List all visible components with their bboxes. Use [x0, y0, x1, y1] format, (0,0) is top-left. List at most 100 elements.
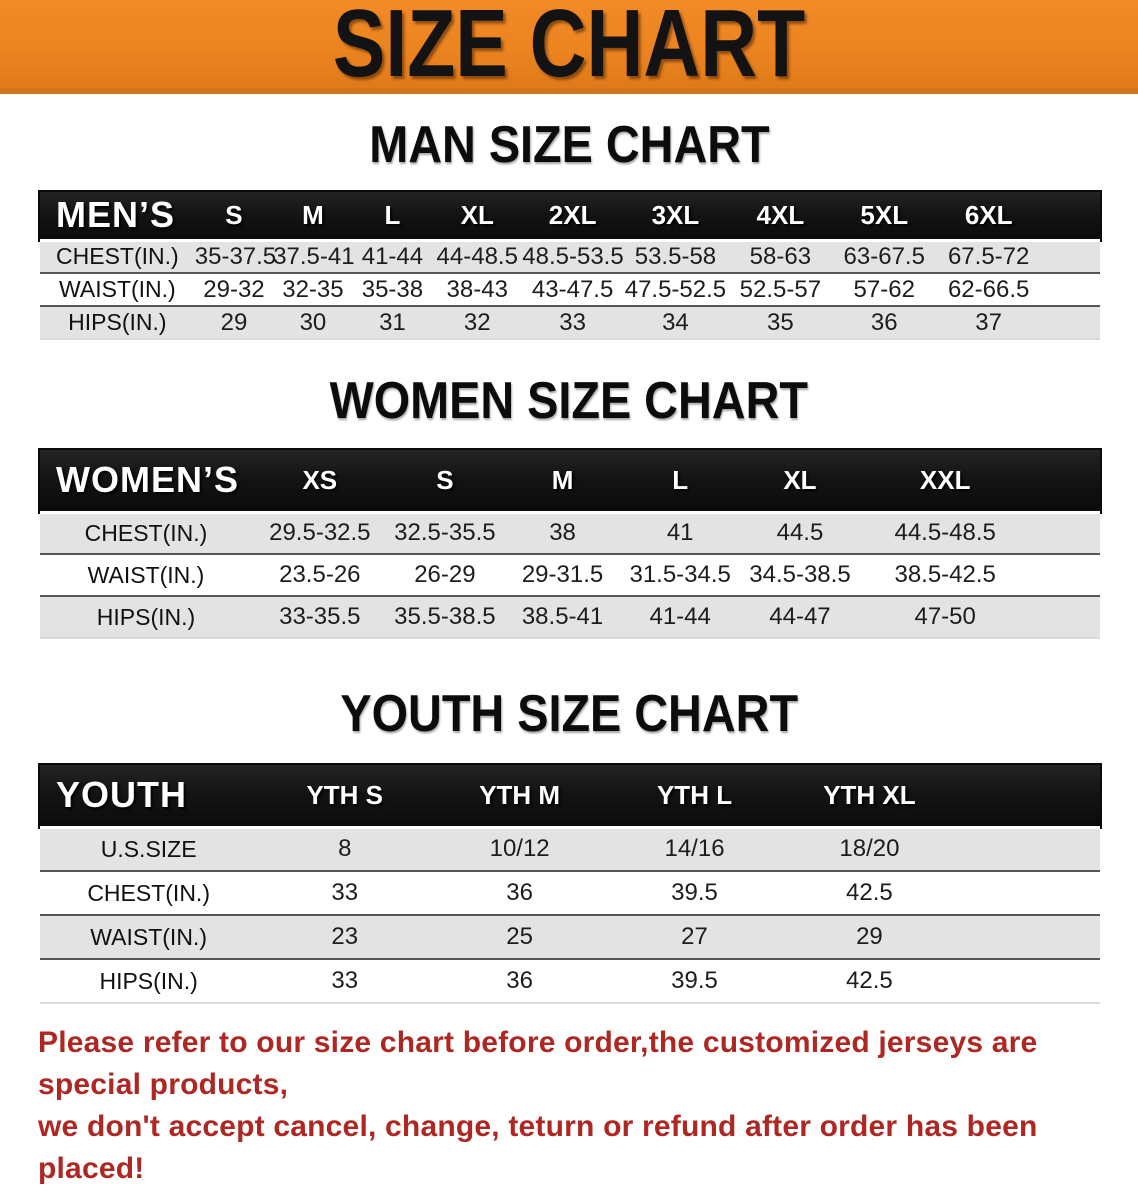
size-value: 34.5-38.5	[737, 553, 863, 596]
size-value: 39.5	[607, 958, 782, 1004]
table-row: CHEST(IN.) 35-37.5 37.5-41 41-44 44-48.5 48.5…	[40, 240, 1100, 273]
size-value: 39.5	[607, 870, 782, 915]
size-column-header: S	[194, 192, 274, 242]
row-spacer	[956, 958, 1100, 1004]
size-value: 62-66.5	[935, 272, 1042, 306]
measure-label: WAIST(IN.)	[40, 914, 258, 959]
measure-label: HIPS(IN.)	[40, 595, 252, 639]
size-column-header: YTH XL	[781, 765, 957, 829]
size-column-header: 4XL	[727, 192, 833, 242]
size-column-header: 3XL	[622, 192, 728, 242]
disclaimer-line-2: we don't accept cancel, change, teturn o…	[38, 1110, 1038, 1185]
row-spacer	[1041, 305, 1100, 340]
size-value: 41	[666, 519, 694, 547]
size-value: 38	[549, 519, 576, 547]
table-header-row: MEN’S S M L XL 2XL 3XL 4XL 5XL 6XL	[40, 192, 1100, 242]
table-row: U.S.SIZE 8 10/12 14/16 18/20	[40, 827, 1100, 871]
youth-section-title: YOUTH SIZE CHART	[0, 688, 1138, 740]
size-column-header: XS	[251, 450, 388, 514]
men-size-table: MEN’S S M L XL 2XL 3XL 4XL 5XL 6XL CHEST(IN.) 35-37…	[40, 192, 1100, 340]
size-value: 37.5-41	[273, 242, 355, 270]
table-header-row: YOUTH YTH S YTH M YTH L YTH XL	[40, 765, 1100, 829]
size-value: 35.5-38.5	[387, 595, 503, 639]
size-column-header: XL	[737, 450, 863, 514]
header-spacer	[956, 765, 1100, 829]
header-spacer	[1027, 450, 1100, 514]
size-value: 33	[522, 305, 623, 340]
row-spacer	[1041, 272, 1100, 306]
size-value: 42.5	[781, 958, 957, 1004]
size-value: 38-43	[432, 272, 523, 306]
size-column-header: XL	[432, 192, 523, 242]
size-value: 8	[338, 835, 352, 863]
size-value: 26-29	[387, 553, 503, 596]
disclaimer-text: Please refer to our size chart before or…	[38, 1022, 1108, 1190]
man-section-title-text: MAN SIZE CHART	[368, 116, 770, 174]
size-value: 14/16	[664, 835, 725, 863]
disclaimer-line-1: Please refer to our size chart before or…	[38, 1026, 1038, 1101]
table-row: WAIST(IN.) 29-32 32-35 35-38 38-43 43-47.5 47.…	[40, 272, 1100, 306]
table-row: HIPS(IN.) 33 36 39.5 42.5	[40, 958, 1100, 1004]
row-spacer	[956, 914, 1100, 959]
table-row: CHEST(IN.) 33 36 39.5 42.5	[40, 870, 1100, 915]
size-value: 48.5-53.5	[522, 242, 624, 270]
size-column-header: 2XL	[522, 192, 623, 242]
table-row: HIPS(IN.) 33-35.5 35.5-38.5 38.5-41 41-44 44-…	[40, 595, 1100, 639]
row-spacer	[1027, 553, 1100, 596]
size-value: 67.5-72	[947, 242, 1030, 270]
size-value: 32.5-35.5	[394, 519, 496, 547]
size-value: 36	[432, 958, 608, 1004]
size-chart-banner: SIZE CHART	[0, 0, 1138, 94]
size-column-header: L	[352, 192, 433, 242]
header-spacer	[1041, 192, 1100, 242]
size-value: 44-48.5	[436, 242, 518, 270]
youth-size-table: YOUTH YTH S YTH M YTH L YTH XL U.S.SIZE 8 10/12…	[40, 765, 1100, 1004]
size-value: 31.5-34.5	[622, 553, 738, 596]
row-spacer	[956, 870, 1100, 915]
size-value: 47.5-52.5	[622, 272, 728, 306]
size-value: 57-62	[832, 272, 936, 306]
size-value: 29	[781, 914, 957, 959]
table-row: WAIST(IN.) 23 25 27 29	[40, 914, 1100, 959]
size-value: 29	[194, 305, 274, 340]
size-column-header: XXL	[862, 450, 1028, 514]
man-section-title: MAN SIZE CHART	[0, 116, 1138, 174]
size-value: 34	[622, 305, 728, 340]
size-column-header: 5XL	[832, 192, 936, 242]
size-column-header: YTH S	[257, 765, 433, 829]
size-column-header: 6XL	[935, 192, 1042, 242]
measure-label: WAIST(IN.)	[40, 272, 195, 306]
group-label: WOMEN’S	[40, 450, 252, 514]
size-value: 36	[832, 305, 936, 340]
size-value: 30	[273, 305, 353, 340]
group-label: YOUTH	[40, 765, 258, 829]
size-value: 10/12	[489, 835, 550, 863]
size-value: 37	[935, 305, 1042, 340]
size-value: 27	[607, 914, 782, 959]
measure-label: U.S.SIZE	[100, 835, 197, 862]
table-row: CHEST(IN.) 29.5-32.5 32.5-35.5 38 41 44.5 44.5…	[40, 512, 1100, 554]
size-value: 47-50	[862, 595, 1028, 639]
women-size-table: WOMEN’S XS S M L XL XXL CHEST(IN.) 29.5-32.5 32.5…	[40, 450, 1100, 639]
size-value: 44.5-48.5	[894, 519, 996, 547]
measure-label: WAIST(IN.)	[40, 553, 252, 596]
group-label: MEN’S	[40, 192, 195, 242]
size-value: 52.5-57	[727, 272, 833, 306]
measure-label: CHEST(IN.)	[40, 870, 258, 915]
row-spacer	[957, 827, 1100, 871]
size-value: 32-35	[273, 272, 353, 306]
size-value: 36	[432, 870, 608, 915]
row-spacer	[1028, 512, 1100, 554]
women-section-title-text: WOMEN SIZE CHART	[329, 372, 809, 430]
size-column-header: M	[502, 450, 623, 514]
size-value: 43-47.5	[522, 272, 623, 306]
size-value: 33	[257, 958, 433, 1004]
size-value: 31	[352, 305, 433, 340]
banner-title: SIZE CHART	[332, 0, 806, 97]
measure-label: CHEST(IN.)	[84, 519, 208, 546]
size-value: 35	[727, 305, 833, 340]
size-value: 53.5-58	[634, 242, 717, 270]
size-value: 33-35.5	[251, 595, 388, 639]
size-value: 41-44	[361, 242, 424, 270]
size-value: 25	[432, 914, 608, 959]
